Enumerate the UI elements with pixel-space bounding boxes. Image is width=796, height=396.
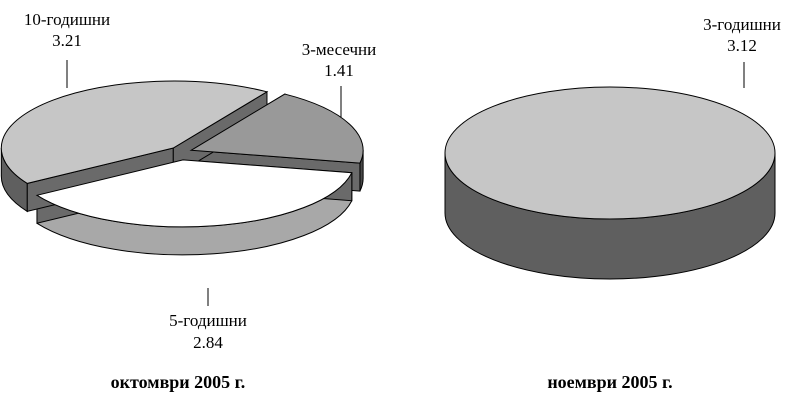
chart-caption-october: октомври 2005 г. xyxy=(111,372,246,392)
pie2-slice-0 xyxy=(444,86,776,220)
pie-chart-november xyxy=(444,86,776,280)
slice-label-3y: 3-годишни xyxy=(703,15,781,34)
slice-value-5y: 2.84 xyxy=(193,333,223,352)
chart-caption-november: ноември 2005 г. xyxy=(547,372,672,392)
slice-value-3m: 1.41 xyxy=(324,61,354,80)
pie-chart-october xyxy=(0,80,364,256)
slice-value-3y: 3.12 xyxy=(727,36,757,55)
slice-label-10y: 10-годишни xyxy=(24,10,110,29)
slice-value-10y: 3.21 xyxy=(52,31,82,50)
slice-label-5y: 5-годишни xyxy=(169,311,247,330)
slice-label-3m: 3-месечни xyxy=(302,40,377,59)
pie1-slice-1 xyxy=(189,93,364,164)
pie1-slice-2 xyxy=(35,159,353,228)
pie1-slice-0 xyxy=(0,80,269,184)
